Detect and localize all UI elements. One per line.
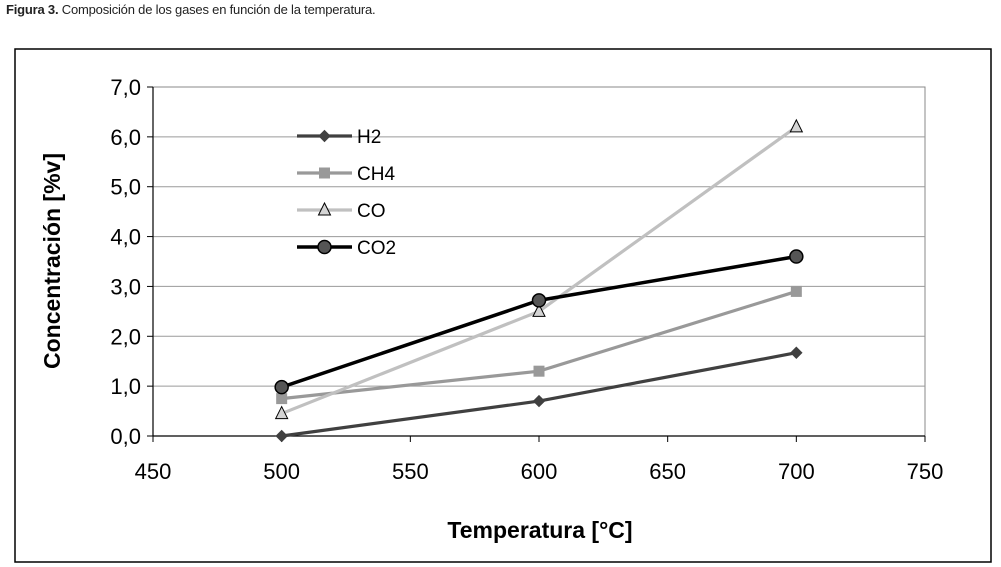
figure-caption: Figura 3. Composición de los gases en fu… [6,2,376,17]
y-tick-label: 6,0 [110,125,141,150]
y-tick-label: 5,0 [110,175,141,200]
y-tick-label: 7,0 [110,75,141,100]
grid-lines [153,136,925,387]
legend-marker-co [317,201,332,216]
legend: H2 CH4 CO CO2 [297,127,396,259]
legend-marker-co2 [317,239,332,255]
data-point-co [532,303,546,317]
x-axis-title: Temperatura [°C] [447,517,632,543]
x-tick-label: 600 [521,459,558,484]
data-point-ch4 [276,393,288,405]
data-point-h2 [532,394,546,408]
legend-marker-ch4 [319,167,330,179]
data-series [274,118,804,443]
y-tick-label: 4,0 [110,225,141,250]
legend-marker-h2 [318,129,331,143]
data-point-h2 [790,346,803,359]
figure-caption-label: Figura 3. [6,2,59,17]
data-point-co2 [789,249,804,264]
x-tick-label: 450 [135,459,172,484]
data-point-co2 [274,379,289,395]
plot-area [152,86,926,437]
legend-label-h2: H2 [357,127,381,148]
y-tick-label: 0,0 [110,424,141,449]
data-point-co2 [531,293,547,308]
data-point-ch4 [790,285,802,297]
y-tick-label: 3,0 [110,274,141,299]
x-tick-label: 750 [907,459,944,484]
data-point-h2 [275,429,288,443]
x-tick-label: 650 [649,459,686,484]
x-tick-label: 500 [263,459,300,484]
y-tick-label: 1,0 [110,374,141,399]
legend-label-co: CO [357,201,386,222]
y-axis-title: Concentración [%v] [39,153,65,369]
data-point-co [789,118,804,133]
figure-caption-text: Composición de los gases en función de l… [58,2,376,17]
x-tick-label: 550 [392,459,429,484]
legend-label-co2: CO2 [357,238,396,259]
legend-label-ch4: CH4 [357,164,395,185]
data-point-co [274,405,289,420]
x-tick-label: 700 [778,459,815,484]
data-point-ch4 [533,365,545,377]
y-tick-label: 2,0 [110,324,141,349]
